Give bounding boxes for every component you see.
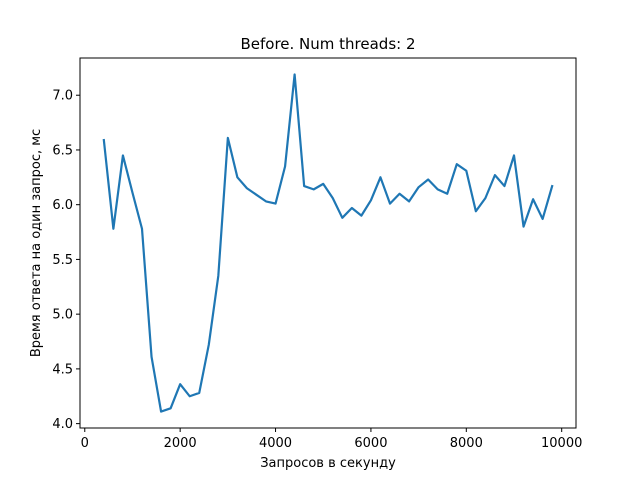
y-tick-label: 6.0 xyxy=(52,198,73,213)
x-axis-ticks: 0 2000 4000 6000 8000 10000 xyxy=(81,428,582,451)
x-tick-label: 0 xyxy=(81,436,89,451)
x-tick-label: 4000 xyxy=(259,436,292,451)
y-tick-label: 6.5 xyxy=(52,143,73,158)
x-axis-label: Запросов в секунду xyxy=(260,456,396,471)
y-tick-label: 7.0 xyxy=(52,89,73,104)
x-tick-label: 6000 xyxy=(354,436,387,451)
y-tick-label: 4.5 xyxy=(52,362,73,377)
y-tick-label: 5.0 xyxy=(52,308,73,323)
plot-area xyxy=(102,73,554,413)
x-tick-label: 10000 xyxy=(541,436,582,451)
y-axis-ticks: 4.0 4.5 5.0 5.5 6.0 6.5 7.0 xyxy=(52,89,80,432)
plot-frame xyxy=(79,57,577,429)
y-axis-label: Время ответа на один запрос, мс xyxy=(29,129,44,357)
series-line-0 xyxy=(102,73,554,413)
x-tick-label: 2000 xyxy=(164,436,197,451)
chart-title: Before. Num threads: 2 xyxy=(240,35,415,53)
y-tick-label: 5.5 xyxy=(52,253,73,268)
x-tick-label: 8000 xyxy=(450,436,483,451)
y-tick-label: 4.0 xyxy=(52,417,73,432)
